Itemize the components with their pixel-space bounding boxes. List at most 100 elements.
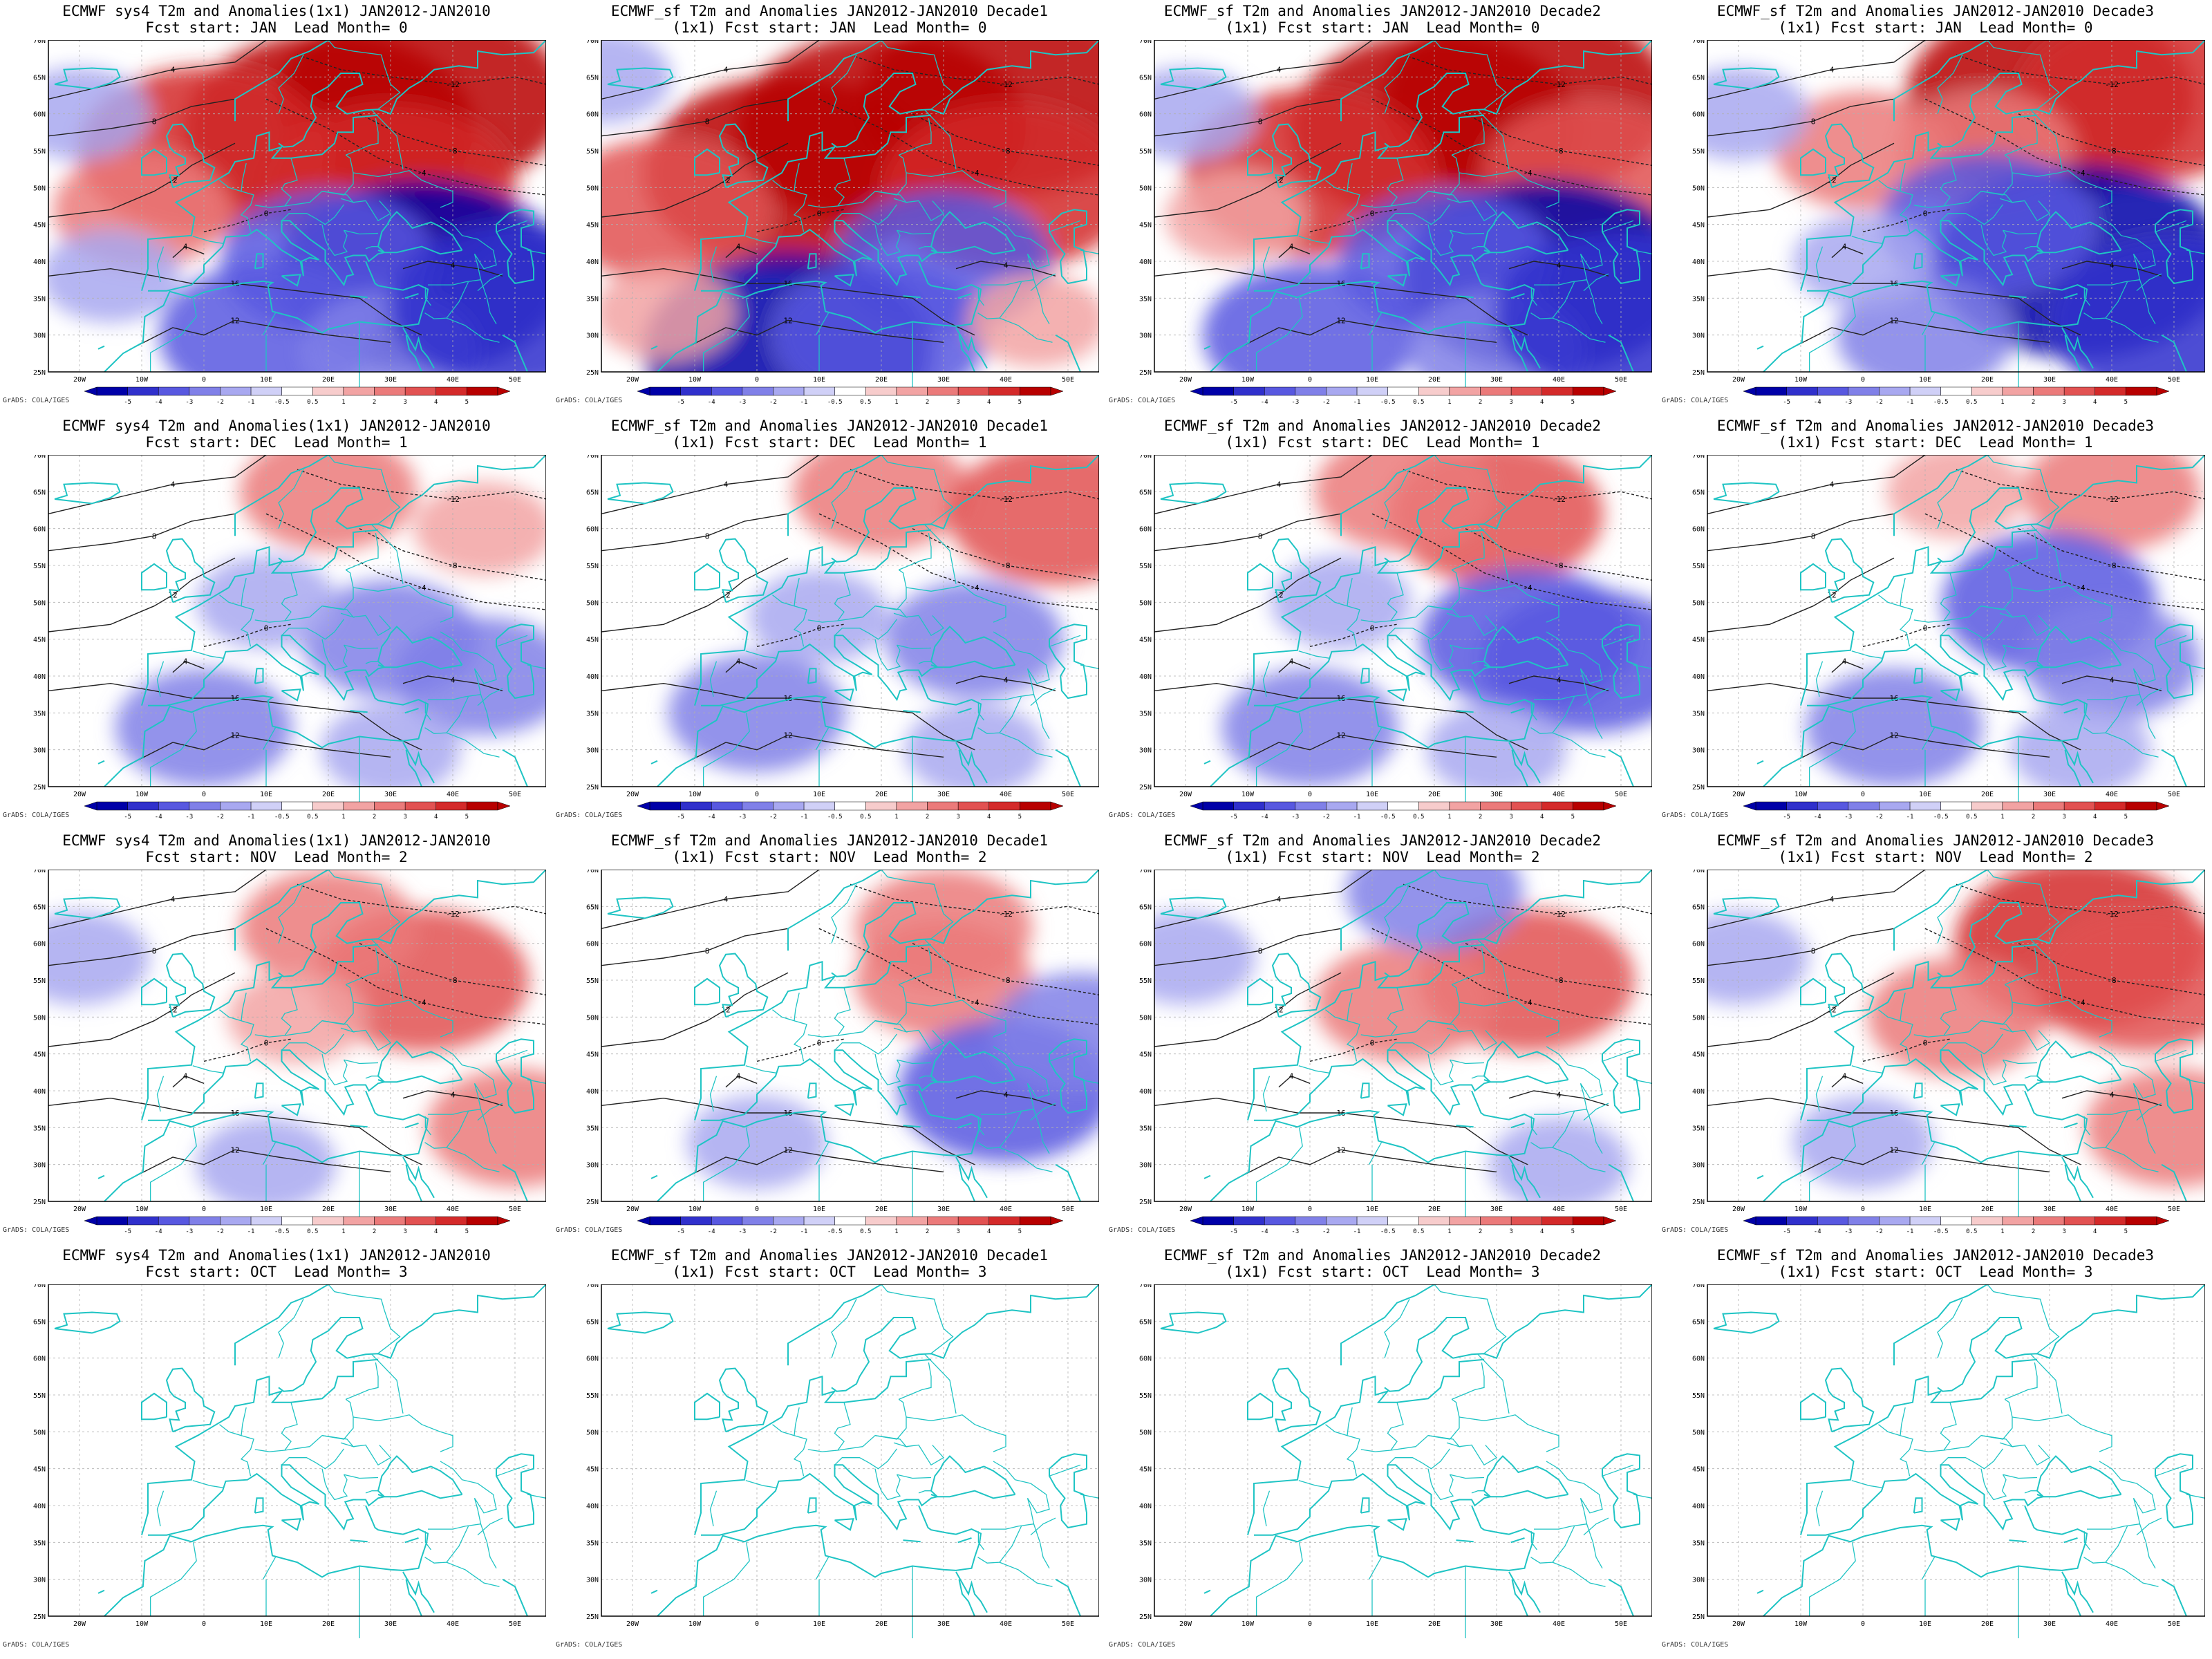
border [353,1444,392,1466]
lon-label: 10E [813,1206,825,1213]
colorbar-swatch [281,1216,313,1226]
anomaly-blob [388,221,546,372]
coastline [650,1589,658,1594]
contour-label: 8 [1811,117,1816,126]
colorbar-label: 5 [1571,814,1575,821]
lat-label: 25N [33,1613,46,1621]
border [328,644,348,671]
border [2105,1147,2159,1172]
lat-label: 40N [1139,673,1152,681]
colorbar-swatch [711,801,743,811]
colorbar-swatch [127,1216,159,1226]
lat-label: 70N [1692,40,1705,45]
panel-subtitle: (1x1) Fcst start: DEC Lead Month= 1 [672,434,987,451]
coastline [807,1497,817,1514]
lon-label: 20E [1981,1206,1994,1213]
coastline [1807,1049,2121,1121]
lon-label: 50E [2168,791,2180,798]
colorbar: -5 -4 -3 -2 -1 -0.5 0.5 1 2 3 4 5 [1190,1216,1617,1235]
lon-label: 0 [1861,1620,1865,1628]
lat-label: 25N [1139,369,1152,377]
border [424,702,432,721]
border [2030,524,2063,584]
colorbar-label: 1 [2000,399,2004,406]
grads-credit: GrADS: COLA/IGES [1109,812,1176,819]
colorbar-label: 0.5 [860,1228,871,1235]
lon-label: 20E [322,791,335,798]
coastline [1483,1455,1569,1497]
border [192,1065,224,1074]
contour-line [129,319,391,350]
contour-label: 12 [1336,316,1345,325]
colorbar-label: -1 [1353,814,1361,821]
colorbar-label: 2 [1479,1228,1482,1235]
lon-label: 20E [1428,791,1441,798]
colorbar-arrow-left [637,1216,650,1226]
colorbar-label: 1 [2000,1228,2004,1235]
border [2099,1046,2156,1099]
border [371,939,404,999]
border [278,1299,304,1358]
contour-label: 4 [724,66,729,75]
contour-line [601,142,789,218]
contour-line [955,675,1056,691]
coastline [496,209,534,285]
border [807,606,908,623]
border [1080,250,1099,255]
colorbar: -5 -4 -3 -2 -1 -0.5 0.5 1 2 3 4 5 [1190,801,1617,821]
coastline [1160,897,1227,919]
border [440,631,497,684]
contour-line [1465,528,1652,581]
lat-label: 35N [1692,710,1705,718]
colorbar-label: 3 [403,814,406,821]
border [2105,317,2159,343]
colorbar-swatch [1971,386,2003,396]
colorbar-swatch [2002,801,2034,811]
anomaly-field [48,40,546,372]
border [1451,532,1485,570]
border [807,1435,908,1452]
border [149,298,197,372]
border [1633,1079,1652,1085]
border [496,1049,528,1062]
border [2004,532,2038,570]
contour-label: -12 [1552,910,1566,919]
coastline [787,1284,888,1366]
contour-line [48,40,267,100]
border [918,1490,931,1494]
border [1471,1076,1484,1079]
colorbar-label: 0.5 [860,814,871,821]
panel-subtitle: (1x1) Fcst start: JAN Lead Month= 0 [672,19,987,36]
contour-line [2061,675,2162,691]
border [906,170,1006,208]
border [1434,455,1507,525]
lat-label: 45N [1139,1466,1152,1474]
lat-label: 45N [33,637,46,644]
border [1384,1299,1410,1358]
colorbar-label: 0.5 [1413,399,1424,406]
contour-label: 0 [1923,209,1928,218]
colorbar-swatch [1541,801,1573,811]
border [2087,668,2141,700]
border [1030,1517,1056,1536]
colorbar-label: -2 [1322,814,1330,821]
contour-label: 4 [736,1072,741,1081]
grads-credit: GrADS: COLA/IGES [1109,1226,1176,1234]
contour-label: 0 [1370,209,1375,218]
border [1987,40,2060,111]
lat-label: 70N [1139,40,1152,45]
coastline [2036,40,2205,115]
colorbar-swatch [865,386,897,396]
border [2024,661,2037,664]
border [2186,250,2205,255]
map-canvas: -12-8-44812160441270N65N60N55N50N45N40N3… [33,40,546,406]
lat-label: 45N [33,222,46,229]
colorbar-label: 5 [1018,814,1022,821]
lat-label: 45N [586,637,599,644]
lon-label: 20W [73,791,86,798]
map-frame [1707,1284,2205,1617]
map-frame [1707,455,2205,787]
border [345,532,379,570]
contour-label: 12 [783,731,792,740]
